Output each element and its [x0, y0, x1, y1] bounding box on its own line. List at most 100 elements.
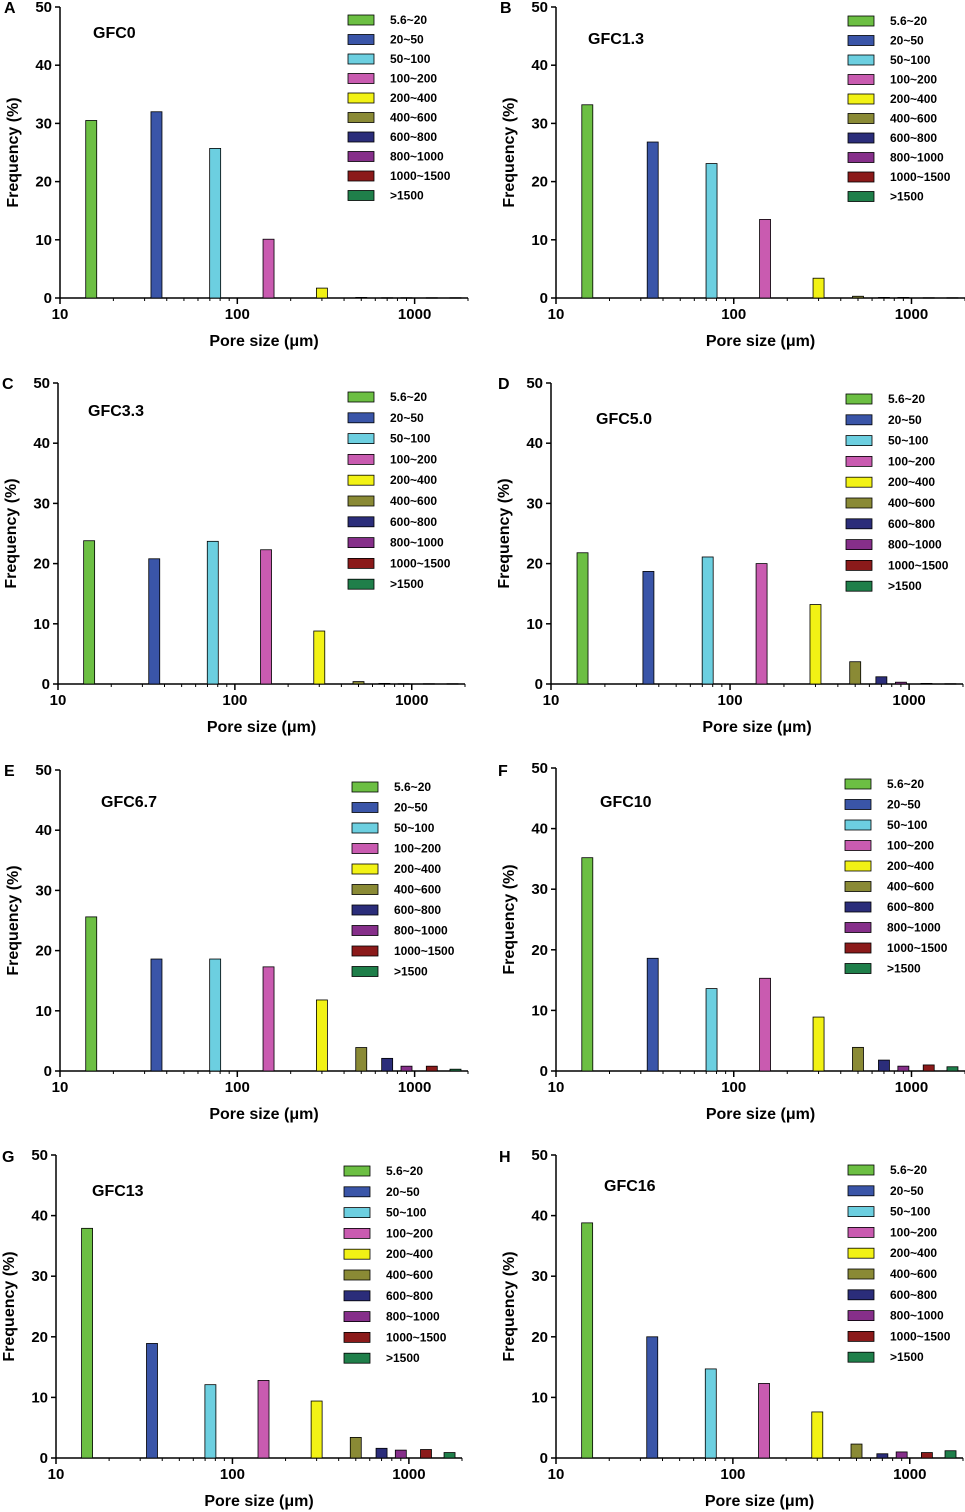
x-axis-title: Pore size (μm) [209, 333, 318, 350]
y-tick-label: 10 [35, 1003, 52, 1020]
y-tick-label: 30 [531, 1268, 548, 1285]
legend-label: 20~50 [390, 33, 424, 47]
x-tick-label: 100 [721, 306, 746, 323]
legend-swatch [347, 578, 375, 590]
legend-swatch [347, 34, 375, 45]
legend-label: 20~50 [890, 1184, 924, 1198]
y-tick-label: 30 [35, 882, 52, 899]
x-tick-label: 1000 [398, 306, 431, 323]
legend-label: >1500 [890, 190, 924, 204]
legend-label: 200~400 [390, 91, 437, 105]
legend-swatch [844, 942, 872, 954]
y-tick-label: 50 [531, 1147, 548, 1164]
y-tick-label: 50 [531, 760, 548, 777]
legend-label: 200~400 [394, 862, 441, 876]
bar-4 [759, 977, 771, 1072]
legend-label: 50~100 [890, 53, 931, 67]
bar-1 [83, 540, 96, 685]
bar-4 [260, 549, 272, 685]
legend-label: 800~1000 [890, 151, 944, 165]
bar-9 [422, 683, 435, 685]
y-tick-label: 30 [35, 115, 52, 132]
bar-1 [81, 1227, 93, 1459]
y-tick-label: 20 [526, 556, 543, 573]
bar-9 [922, 297, 935, 299]
legend-swatch [844, 881, 872, 892]
legend-swatch [847, 1227, 875, 1238]
bar-2 [646, 957, 659, 1072]
bar-10 [946, 1066, 959, 1072]
y-tick-label: 30 [531, 115, 548, 132]
bar-6 [355, 297, 368, 299]
y-axis-title: Frequency (%) [3, 478, 20, 588]
bar-7 [875, 676, 888, 685]
y-tick-label: 20 [33, 556, 50, 573]
bar-10 [446, 683, 459, 685]
legend-label: 100~200 [394, 842, 441, 856]
y-tick-label: 10 [31, 1389, 48, 1406]
legend-swatch [847, 35, 875, 46]
bar-8 [394, 1449, 407, 1459]
legend-label: 100~200 [386, 1226, 433, 1240]
legend-label: 800~1000 [890, 1309, 944, 1323]
bar-2 [646, 141, 659, 299]
x-tick-label: 10 [548, 1466, 565, 1483]
bar-10 [449, 297, 462, 299]
legend-label: 1000~1500 [390, 169, 451, 183]
x-tick-label: 1000 [895, 306, 928, 323]
legend-label: 800~1000 [888, 538, 942, 552]
y-tick-label: 10 [531, 232, 548, 249]
legend-label: 1000~1500 [890, 170, 951, 184]
bar-10 [449, 1068, 462, 1072]
legend-label: 200~400 [890, 1246, 937, 1260]
y-tick-label: 50 [526, 375, 543, 392]
x-tick-label: 100 [720, 1466, 745, 1483]
legend-swatch [847, 152, 875, 163]
y-axis-title: Frequency (%) [501, 864, 518, 974]
legend-swatch [845, 497, 873, 509]
bar-4 [755, 563, 768, 685]
legend-label: 400~600 [386, 1268, 433, 1282]
y-tick-label: 40 [531, 57, 548, 74]
legend-label: 400~600 [890, 112, 937, 126]
legend-swatch [844, 922, 872, 933]
x-tick-label: 1000 [392, 1466, 425, 1483]
bar-5 [809, 604, 822, 685]
legend-swatch [847, 54, 875, 66]
x-tick-label: 10 [48, 1466, 65, 1483]
legend-swatch [347, 453, 375, 465]
legend-label: 20~50 [394, 801, 428, 815]
legend-swatch [343, 1352, 371, 1364]
legend-swatch [347, 558, 375, 569]
panel-title: GFC10 [600, 794, 652, 811]
bar-3 [209, 148, 222, 299]
legend-swatch [343, 1165, 371, 1177]
y-axis-title: Frequency (%) [5, 865, 22, 975]
bar-7 [375, 1447, 388, 1459]
x-tick-label: 1000 [892, 692, 925, 709]
y-axis-title: Frequency (%) [496, 478, 513, 588]
legend-label: >1500 [390, 577, 424, 591]
y-tick-label: 0 [540, 290, 548, 307]
bar-8 [400, 297, 413, 299]
bar-4 [262, 238, 275, 299]
y-tick-label: 30 [31, 1268, 48, 1285]
legend-label: 800~1000 [394, 924, 448, 938]
legend-swatch [347, 391, 375, 403]
legend-label: 20~50 [386, 1185, 420, 1199]
legend-swatch [845, 435, 873, 447]
legend-swatch [351, 945, 379, 957]
legend-swatch [351, 925, 379, 936]
bar-9 [425, 297, 438, 299]
y-axis-title: Frequency (%) [501, 1251, 518, 1361]
bar-5 [310, 1400, 323, 1459]
legend: 5.6~20 20~50 50~100 100~200 200~400 400~600 60… [847, 14, 951, 204]
bar-10 [944, 683, 957, 685]
x-tick-label: 10 [52, 306, 69, 323]
y-tick-label: 0 [40, 1450, 48, 1467]
legend-swatch [844, 963, 872, 974]
panel-title: GFC5.0 [596, 411, 652, 428]
